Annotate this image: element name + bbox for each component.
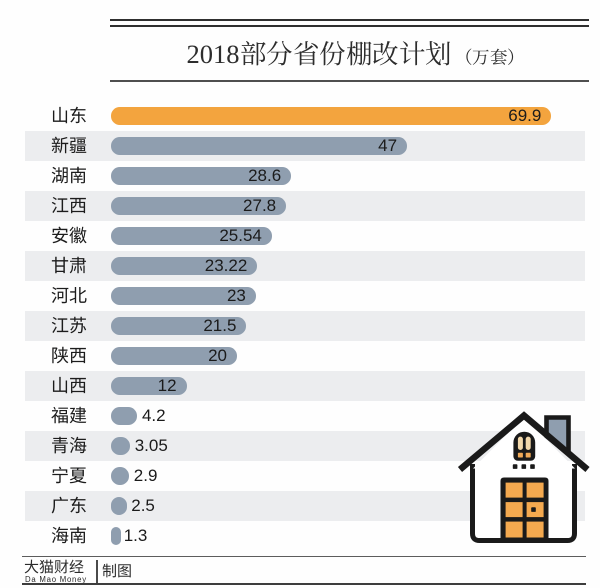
bar-江苏: 21.5 bbox=[111, 316, 247, 336]
value-label: 28.6 bbox=[248, 166, 282, 186]
bar-山东: 69.9 bbox=[111, 106, 552, 126]
value-label: 20 bbox=[208, 346, 227, 366]
value-label: 1.3 bbox=[123, 526, 148, 545]
chart-unit-label bbox=[455, 47, 525, 68]
bar-宁夏 bbox=[111, 467, 130, 485]
value-label: 3.05 bbox=[134, 436, 168, 455]
category-label bbox=[25, 101, 87, 131]
chart-row-陕西: 20 bbox=[25, 341, 585, 371]
chart-row-山东: 69.9 bbox=[25, 101, 585, 131]
chart-row-福建: 4.2 bbox=[25, 401, 585, 431]
category-label bbox=[25, 251, 87, 281]
house-attic-window bbox=[513, 431, 536, 461]
value-label: 21.5 bbox=[203, 316, 237, 336]
value-label: 12 bbox=[157, 376, 177, 396]
chart-row-江苏: 21.5 bbox=[25, 311, 585, 341]
category-label bbox=[25, 311, 87, 341]
chart-row-江西: 27.8 bbox=[25, 191, 585, 221]
chart-row-山西: 12 bbox=[25, 371, 585, 401]
chart-row-河北: 23 bbox=[25, 281, 585, 311]
bar-湖南: 28.6 bbox=[111, 166, 292, 186]
chart-row-湖南: 28.6 bbox=[25, 161, 585, 191]
category-label bbox=[25, 281, 87, 311]
chart-row-安徽: 25.54 bbox=[25, 221, 585, 251]
footer-top-rule bbox=[22, 555, 586, 558]
chart-title-line: 2018 bbox=[116, 39, 595, 71]
bar-chart: 69.9 47 28.6 27.8 25.54 23.22 23 21.5 20 12 4.2 3.0… bbox=[25, 101, 585, 551]
bar-海南 bbox=[111, 527, 121, 545]
bar-陕西: 20 bbox=[111, 347, 237, 365]
chart-row-海南: 1.3 bbox=[25, 521, 585, 551]
value-label: 47 bbox=[378, 136, 398, 156]
bar-河北: 23 bbox=[111, 287, 256, 305]
category-label bbox=[25, 341, 87, 371]
category-label bbox=[25, 461, 87, 491]
bar-江西: 27.8 bbox=[111, 196, 287, 216]
chart-row-宁夏: 2.9 bbox=[25, 461, 585, 491]
value-label: 27.8 bbox=[243, 196, 277, 216]
brand-name bbox=[24, 559, 84, 576]
header-bottom-rule bbox=[110, 80, 589, 82]
category-label bbox=[25, 161, 87, 191]
chart-row-新疆: 47 bbox=[25, 131, 585, 161]
value-label: 69.9 bbox=[508, 106, 542, 126]
category-label bbox=[25, 401, 87, 431]
category-label bbox=[25, 371, 87, 401]
value-label: 23 bbox=[226, 286, 246, 306]
footer-bottom-rule bbox=[22, 583, 586, 586]
header-top-rule bbox=[110, 19, 589, 27]
bar-青海 bbox=[111, 437, 131, 455]
category-label bbox=[25, 431, 87, 461]
bar-安徽: 25.54 bbox=[111, 227, 272, 245]
credit-label bbox=[102, 563, 132, 580]
house-icon bbox=[457, 411, 590, 543]
category-label bbox=[25, 131, 87, 161]
bar-广东 bbox=[111, 497, 127, 515]
category-label bbox=[25, 521, 87, 551]
value-label: 2.9 bbox=[133, 466, 158, 485]
footer-divider bbox=[96, 559, 98, 585]
brand-name-latin: Da Mao Money bbox=[25, 574, 87, 584]
category-label bbox=[25, 221, 87, 251]
house-roof bbox=[457, 411, 590, 472]
value-label: 23.22 bbox=[204, 256, 248, 276]
bar-福建 bbox=[111, 407, 138, 425]
category-label bbox=[25, 191, 87, 221]
value-label: 25.54 bbox=[219, 226, 262, 246]
value-label: 4.2 bbox=[141, 406, 166, 425]
value-label: 2.5 bbox=[131, 496, 155, 515]
bar-新疆: 47 bbox=[111, 136, 408, 156]
bar-山西: 12 bbox=[111, 377, 187, 395]
chart-title: 2018 bbox=[187, 39, 452, 70]
bar-甘肃: 23.22 bbox=[111, 256, 258, 276]
category-label bbox=[25, 491, 87, 521]
chart-row-甘肃: 23.22 bbox=[25, 251, 585, 281]
